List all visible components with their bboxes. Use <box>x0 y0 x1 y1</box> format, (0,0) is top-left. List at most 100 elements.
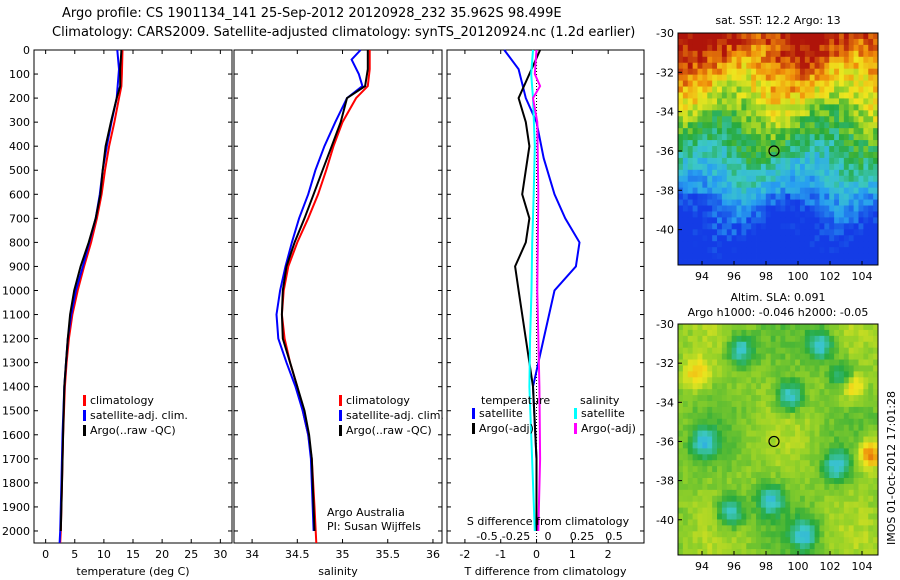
heatmap-cell <box>707 98 713 105</box>
heatmap-cell <box>795 353 801 360</box>
heatmap-cell <box>829 537 835 544</box>
heatmap-cell <box>697 104 703 111</box>
heatmap-cell <box>838 472 845 479</box>
heatmap-cell <box>790 448 796 455</box>
heatmap-cell <box>814 436 820 443</box>
heatmap-cell <box>717 86 723 93</box>
heatmap-cell <box>795 175 801 183</box>
heatmap-cell <box>780 531 786 538</box>
heatmap-cell <box>809 169 815 177</box>
heatmap-cell <box>741 489 747 497</box>
heatmap-cell <box>682 489 689 497</box>
heatmap-cell <box>731 389 737 396</box>
heatmap-cell <box>717 259 723 266</box>
heatmap-cell <box>838 68 845 76</box>
heatmap-cell <box>873 430 879 437</box>
heatmap-cell <box>819 525 825 532</box>
heatmap-cell <box>873 92 879 99</box>
heatmap-cell <box>790 92 796 99</box>
heatmap-cell <box>760 448 767 455</box>
heatmap-cell <box>687 68 694 76</box>
heatmap-cell <box>868 430 874 437</box>
heatmap-cell <box>829 223 835 230</box>
heatmap-cell <box>814 193 820 200</box>
heatmap-cell <box>697 169 703 177</box>
heatmap-cell <box>868 442 874 449</box>
heatmap-cell <box>765 353 772 360</box>
heatmap-cell <box>731 235 737 242</box>
heatmap-cell <box>756 347 762 355</box>
heatmap-cell <box>858 223 864 230</box>
heatmap-cell <box>873 531 879 538</box>
heatmap-cell <box>702 151 708 159</box>
heatmap-cell <box>707 495 713 503</box>
heatmap-cell <box>843 401 850 408</box>
heatmap-cell <box>756 418 762 426</box>
heatmap-cell <box>824 122 830 129</box>
heatmap-cell <box>848 454 855 461</box>
heatmap-cell <box>707 187 713 195</box>
heatmap-cell <box>736 80 742 87</box>
heatmap-cell <box>726 371 733 378</box>
heatmap-cell <box>751 56 757 64</box>
heatmap-cell <box>717 501 723 509</box>
heatmap-cell <box>731 501 737 509</box>
heatmap-cell <box>829 211 835 218</box>
heatmap-cell <box>819 395 825 402</box>
heatmap-cell <box>858 347 864 355</box>
heatmap-cell <box>741 205 747 212</box>
heatmap-cell <box>780 424 786 432</box>
heatmap-cell <box>751 483 757 491</box>
heatmap-cell <box>834 329 840 337</box>
salinity-xtick-label: 36 <box>426 548 440 561</box>
heatmap-cell <box>780 377 786 384</box>
heatmap-cell <box>756 74 762 81</box>
heatmap-cell <box>863 389 869 396</box>
heatmap-cell <box>824 448 830 455</box>
heatmap-cell <box>863 365 869 372</box>
difference-xtick-label: 2 <box>605 548 612 561</box>
heatmap-cell <box>838 412 845 420</box>
heatmap-cell <box>819 175 825 183</box>
heatmap-cell <box>760 412 767 420</box>
heatmap-cell <box>838 163 845 171</box>
heatmap-cell <box>868 241 874 248</box>
heatmap-cell <box>697 86 703 93</box>
heatmap-cell <box>785 454 791 461</box>
heatmap-cell <box>707 134 713 141</box>
heatmap-cell <box>848 74 855 81</box>
heatmap-cell <box>829 525 835 532</box>
heatmap-cell <box>721 247 728 254</box>
heatmap-cell <box>853 187 859 195</box>
heatmap-cell <box>765 519 772 526</box>
temperature-ytick-label: 0 <box>23 44 30 57</box>
heatmap-cell <box>707 371 713 378</box>
heatmap-cell <box>746 223 752 230</box>
heatmap-cell <box>770 211 776 218</box>
heatmap-cell <box>790 235 796 242</box>
heatmap-cell <box>692 406 698 414</box>
heatmap-cell <box>814 324 820 331</box>
heatmap-cell <box>712 418 718 426</box>
heatmap-cell <box>712 472 718 479</box>
heatmap-cell <box>853 163 859 171</box>
heatmap-cell <box>873 193 879 200</box>
heatmap-cell <box>863 235 869 242</box>
heatmap-cell <box>804 365 811 372</box>
heatmap-cell <box>751 151 757 159</box>
heatmap-cell <box>873 80 879 87</box>
heatmap-cell <box>751 454 757 461</box>
heatmap-cell <box>790 359 796 366</box>
heatmap-cell <box>756 187 762 195</box>
heatmap-cell <box>775 128 781 135</box>
heatmap-cell <box>838 531 845 538</box>
heatmap-cell <box>760 324 767 331</box>
heatmap-cell <box>848 472 855 479</box>
heatmap-cell <box>853 365 859 372</box>
heatmap-cell <box>829 454 835 461</box>
heatmap-cell <box>741 430 747 437</box>
heatmap-cell <box>799 525 806 532</box>
heatmap-cell <box>697 44 703 52</box>
heatmap-cell <box>795 448 801 455</box>
heatmap-cell <box>687 33 694 40</box>
